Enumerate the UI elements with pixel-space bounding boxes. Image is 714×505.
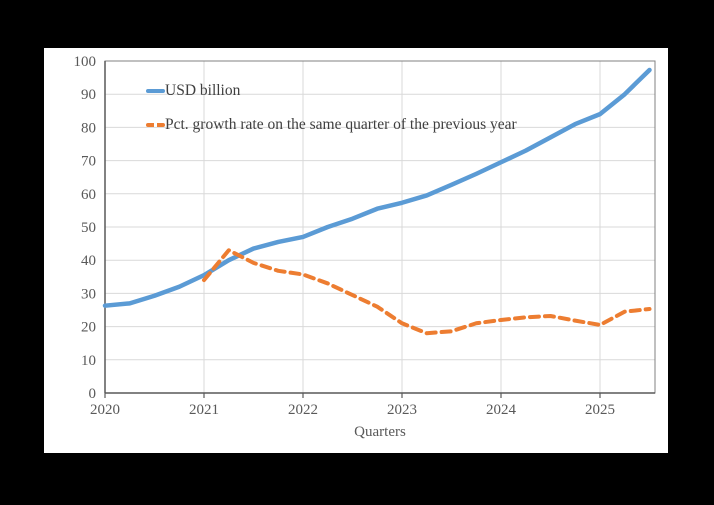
- y-tick-label: 60: [81, 187, 96, 203]
- legend-label-growth-rate: Pct. growth rate on the same quarter of …: [165, 116, 517, 133]
- y-tick-label: 50: [81, 220, 96, 236]
- legend-swatch-dashed-line-icon: [146, 122, 165, 128]
- y-tick-label: 100: [74, 54, 97, 70]
- x-tick-label: 2020: [90, 402, 120, 418]
- x-axis-title: Quarters: [354, 424, 406, 440]
- legend-item-growth-rate: Pct. growth rate on the same quarter of …: [146, 117, 517, 133]
- y-tick-label: 10: [81, 353, 96, 369]
- legend-swatch-solid-line-icon: [146, 88, 165, 94]
- legend-label-usd-billion: USD billion: [165, 82, 241, 99]
- y-tick-label: 30: [81, 286, 96, 302]
- x-tick-label: 2024: [486, 402, 517, 418]
- x-tick-label: 2021: [189, 402, 219, 418]
- x-tick-label: 2025: [585, 402, 615, 418]
- y-tick-label: 20: [81, 320, 96, 336]
- x-tick-label: 2023: [387, 402, 417, 418]
- chart-legend: USD billion Pct. growth rate on the same…: [146, 83, 517, 151]
- series-line-1: [202, 248, 652, 336]
- chart-canvas: 2020 2021 2022 2023 2024 2025 0 10 20 30 40 50 60 70 8…: [44, 48, 668, 453]
- y-tick-label: 90: [81, 87, 96, 103]
- series-line-0: [102, 67, 652, 308]
- line-chart-plot: 2020 2021 2022 2023 2024 2025 0 10 20 30 40 50 60 70 8…: [74, 54, 656, 418]
- y-tick-label: 40: [81, 253, 96, 269]
- x-tick-label: 2022: [288, 402, 318, 418]
- legend-item-usd-billion: USD billion: [146, 83, 517, 99]
- y-tick-label: 0: [89, 386, 97, 402]
- y-tick-label: 70: [81, 154, 96, 170]
- y-tick-label: 80: [81, 120, 96, 136]
